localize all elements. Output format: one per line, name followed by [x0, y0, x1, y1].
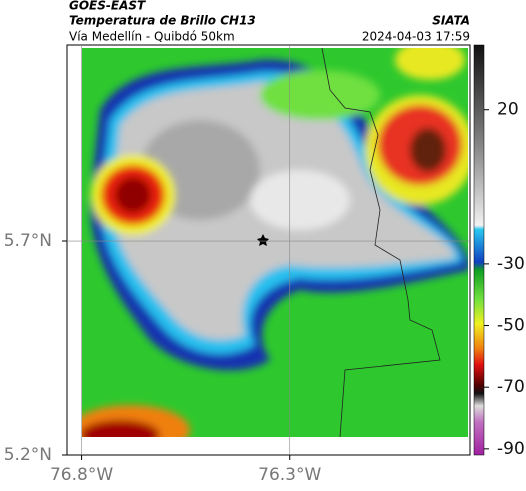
- x-tick-label: 76.3°W: [258, 465, 321, 485]
- route: Vía Medellín - Quibdó 50km: [69, 30, 235, 44]
- colorbar-tick-label: -30: [497, 254, 525, 274]
- colorbar-tick-label: -90: [497, 439, 525, 459]
- source: SIATA: [432, 14, 470, 28]
- subtitle: Temperatura de Brillo CH13: [69, 14, 256, 28]
- title: GOES-EAST: [69, 0, 146, 13]
- colorbar-tick-label: -50: [497, 316, 525, 336]
- y-tick-label: 5.2°N: [4, 445, 52, 465]
- colorbar: [473, 44, 485, 456]
- border: [321, 47, 441, 438]
- location-marker: [257, 234, 269, 246]
- colorbar-tick-label: -70: [497, 377, 525, 397]
- x-tick-label: 76.8°W: [50, 465, 113, 485]
- satellite-image: [82, 48, 468, 437]
- datetime: 2024-04-03 17:59: [362, 30, 470, 44]
- map-frame: [66, 44, 471, 456]
- colorbar-tick-label: 20: [497, 100, 519, 120]
- y-tick-label: 5.7°N: [4, 231, 52, 251]
